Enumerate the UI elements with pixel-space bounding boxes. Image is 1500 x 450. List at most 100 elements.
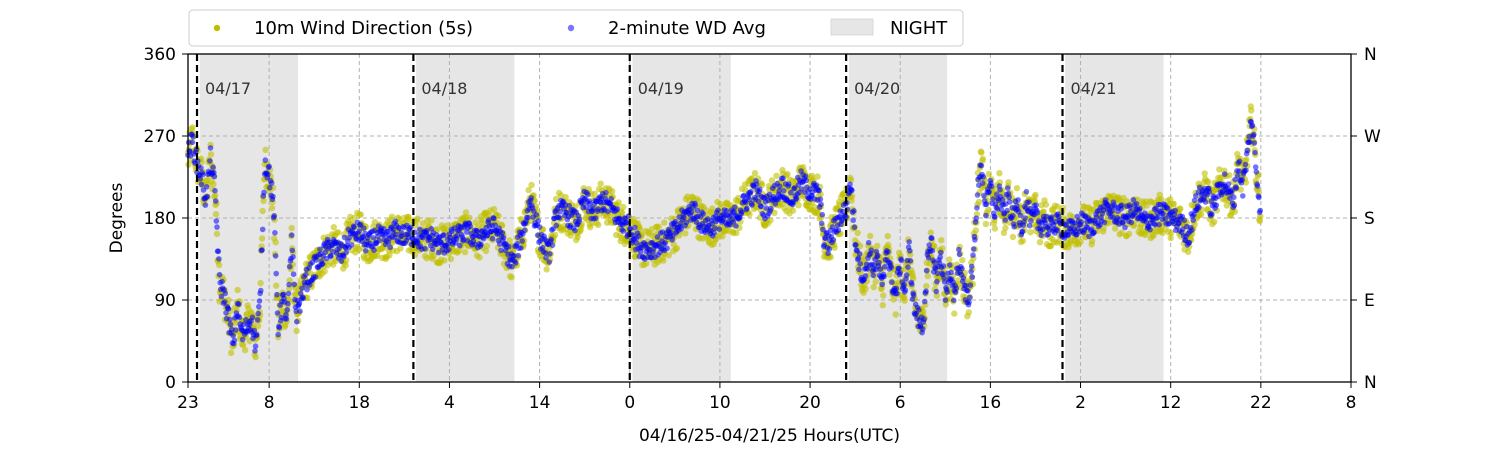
data-point [1027,229,1034,236]
data-point [953,285,959,292]
data-point [877,266,884,273]
data-point [938,237,945,244]
data-point [1211,218,1218,225]
data-point [387,244,394,250]
data-point [297,308,303,315]
data-point [1013,185,1021,192]
data-point [825,250,831,257]
data-point [771,209,778,217]
data-point [733,223,739,229]
data-point [898,257,905,264]
data-point [882,263,888,270]
data-point [818,220,825,227]
data-point [453,240,459,246]
data-point [758,181,766,188]
data-point [566,202,572,209]
data-point [1239,176,1245,183]
data-point [1172,207,1178,214]
data-point [1181,217,1187,224]
data-point [1196,204,1202,211]
data-point [847,181,853,187]
data-point [954,277,961,284]
data-point [546,259,553,265]
data-point [343,249,350,255]
data-point [692,202,699,208]
data-point [283,311,289,318]
data-point [934,270,941,277]
data-point [1236,158,1243,165]
data-point [1038,232,1045,239]
data-point [299,285,305,292]
legend: 10m Wind Direction (5s) 2-minute WD Avg NI… [188,9,964,47]
data-point [303,271,309,278]
data-point [273,270,280,277]
data-point [965,288,971,294]
data-point [1004,207,1010,214]
data-point [1034,209,1041,216]
data-point [1231,202,1238,209]
data-point [361,225,367,231]
data-point [890,296,897,303]
data-point [595,221,602,228]
data-point [1206,189,1213,195]
data-point [897,270,903,276]
data-point [901,297,908,304]
data-point [926,242,932,248]
day-marker-label: 04/18 [421,79,467,98]
data-point [533,212,540,218]
legend-label: 10m Wind Direction (5s) [254,18,473,39]
data-point [1247,139,1253,145]
data-point [944,289,950,296]
data-point [251,327,258,334]
y-tick-label: 360 [144,45,176,65]
data-point [576,216,583,223]
data-point [716,226,723,232]
data-point [849,187,855,194]
data-point [956,251,963,258]
data-point [1033,202,1039,208]
data-point [1006,194,1012,201]
data-point [218,293,225,300]
x-tick-label: 4 [444,393,455,413]
data-point [853,242,859,248]
data-point [1185,248,1192,255]
data-point [960,275,967,281]
data-point [886,271,893,278]
data-point [286,281,292,288]
data-point [500,234,507,241]
data-point [200,171,206,178]
data-point [1216,166,1223,173]
x-tick-label: 14 [529,393,551,413]
data-point [1015,197,1021,203]
data-point [291,281,298,288]
data-point [731,204,738,210]
data-point [855,255,862,262]
data-point [572,227,578,234]
data-point [776,188,782,194]
data-point [213,230,221,238]
data-point [634,240,640,246]
data-point [916,307,922,313]
legend-marker [567,24,575,32]
data-point [414,215,421,222]
data-point [655,223,662,230]
data-point [528,195,534,201]
y-axis-label: Degrees [107,182,127,253]
data-point [892,311,899,318]
data-point [284,307,291,313]
data-point [1164,205,1171,212]
data-point [239,336,246,343]
data-point [1002,224,1009,232]
data-point [940,263,947,269]
data-point [870,272,876,279]
data-point [351,224,357,230]
data-point [322,249,329,256]
data-point [795,202,802,209]
data-point [956,246,962,253]
data-point [1237,186,1245,193]
data-point [288,232,295,238]
data-point [636,233,642,239]
data-point [820,226,826,233]
data-point [753,181,760,188]
data-point [978,149,985,156]
